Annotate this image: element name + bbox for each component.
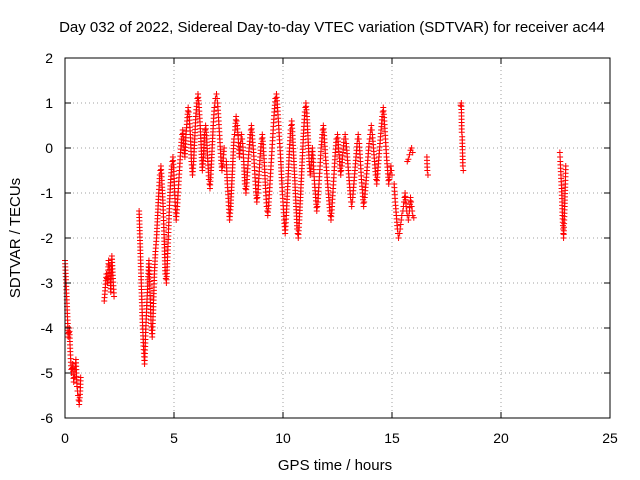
data-point [314,203,321,210]
data-point [397,221,404,228]
data-point [69,365,76,372]
x-tick-label: 20 [493,430,509,446]
data-point [233,113,240,120]
x-tick-label: 10 [275,430,291,446]
data-point [211,104,218,111]
data-point [213,91,220,97]
data-point [406,151,413,158]
data-point [105,257,112,264]
data-point [408,199,415,205]
x-tick-label: 0 [61,430,69,446]
data-point [294,230,301,237]
data-point [408,145,415,151]
data-point [206,181,213,187]
data-point [385,181,392,187]
data-point [407,194,414,201]
data-point [73,383,80,390]
data-point [398,212,405,219]
x-tick-labels: 0 5 10 15 20 25 [61,430,618,446]
data-point [424,167,431,174]
data-point [368,127,375,133]
data-point [388,167,395,174]
data-point [408,203,415,210]
data-point [389,172,395,178]
y-tick-label: -4 [41,320,54,336]
y-tick-label: -3 [41,275,54,291]
data-point [403,203,410,210]
data-point [185,109,192,115]
y-tick-label: 0 [45,140,53,156]
data-point [111,293,118,300]
data-point [288,122,295,129]
data-point [342,136,349,142]
y-tick-labels: -6 -5 -4 -3 -2 -1 0 1 2 [41,50,54,426]
y-tick-label: -6 [41,410,54,426]
data-point [348,203,355,210]
data-point [361,199,368,205]
data-point [214,95,221,102]
data-point [405,217,412,223]
data-point [185,104,192,111]
x-axis-label: GPS time / hours [278,457,392,474]
data-point [396,230,403,237]
data-points [62,91,569,408]
data-point [562,163,569,169]
data-point [395,235,402,241]
y-tick-label: -2 [41,230,54,246]
y-tick-label: 1 [45,95,53,111]
data-point [338,167,345,174]
data-point [342,131,349,138]
data-point [366,140,373,147]
data-point [410,214,417,221]
data-point [355,136,362,142]
x-tick-label: 5 [170,430,178,446]
data-point [169,158,176,165]
x-tick-label: 15 [384,430,400,446]
data-point [368,122,375,129]
data-point [460,167,467,174]
axis-ticks [64,57,611,419]
data-point [157,167,164,174]
data-point [409,149,416,156]
data-point [253,199,260,205]
data-point [355,131,362,138]
y-tick-label: -5 [41,365,54,381]
data-point [387,163,394,169]
data-point [221,145,228,151]
data-point [398,217,405,223]
y-tick-label: 2 [45,50,53,66]
data-point [233,118,240,124]
data-point [397,226,404,232]
x-tick-label: 25 [602,430,618,446]
data-point [360,203,367,210]
data-point [218,167,225,174]
data-point [313,208,320,214]
data-point [239,136,246,142]
data-point [409,208,416,214]
data-point [337,172,344,178]
data-point [349,199,356,205]
data-point [366,136,373,142]
y-tick-label: -1 [41,185,54,201]
data-point [254,194,261,201]
y-axis-label: SDTVAR / TECUs [7,178,24,298]
data-point [405,156,412,163]
data-point [386,176,393,183]
data-point [238,131,245,138]
data-point [231,131,238,138]
data-point [219,163,226,169]
data-point [424,172,431,178]
chart-title: Day 032 of 2022, Sidereal Day-to-day VTE… [59,19,605,36]
data-point [77,374,84,381]
